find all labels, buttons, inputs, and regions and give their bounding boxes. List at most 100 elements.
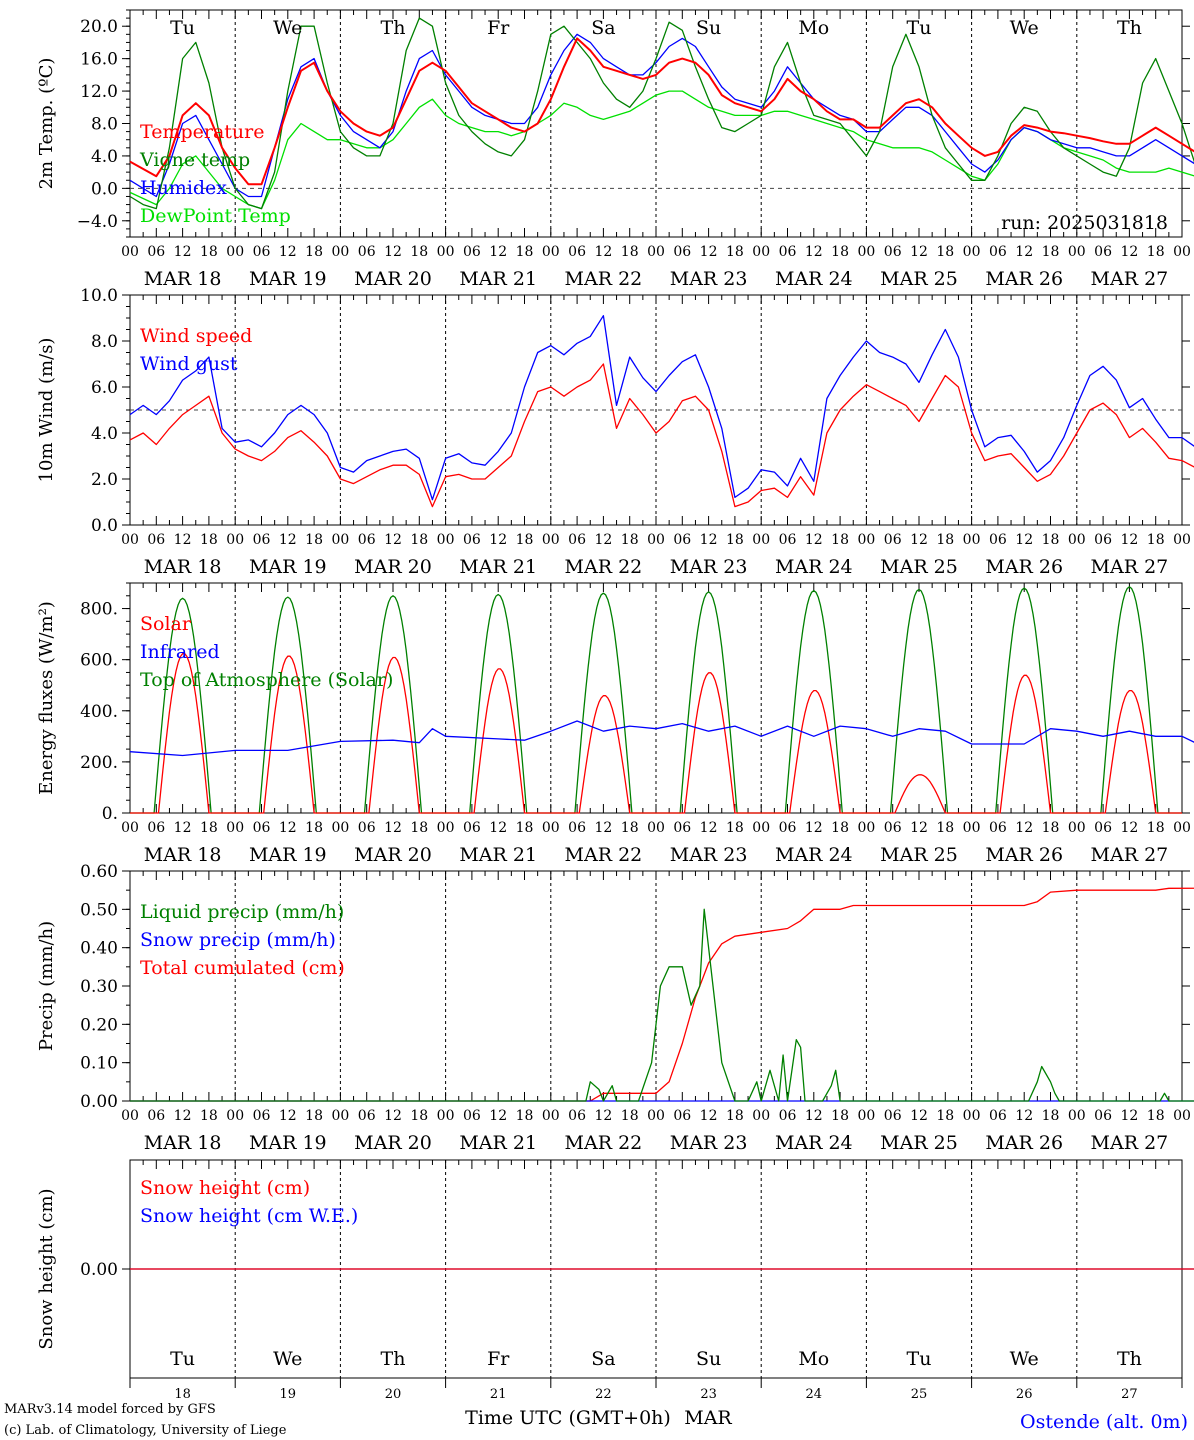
hour-label: 18 xyxy=(831,820,849,836)
series-line xyxy=(129,17,1194,210)
legend-entry: Total cumulated (cm) xyxy=(140,957,345,979)
hour-label: 18 xyxy=(200,1108,218,1124)
solar-line xyxy=(971,674,1077,814)
hour-label: 00 xyxy=(857,532,875,548)
hour-label: 06 xyxy=(147,1108,165,1124)
date-label: MAR 23 xyxy=(670,556,748,578)
month-label: MAR xyxy=(684,1407,732,1429)
day-number: 23 xyxy=(700,1387,717,1402)
hour-label: 18 xyxy=(726,820,744,836)
hour-label: 12 xyxy=(910,1108,928,1124)
solar-line xyxy=(130,653,236,814)
hour-label: 18 xyxy=(1147,244,1165,260)
hour-label: 18 xyxy=(410,244,428,260)
infrared-line xyxy=(129,720,1194,757)
toa-solar-line xyxy=(1076,586,1182,814)
date-label: MAR 24 xyxy=(775,844,853,866)
hour-label: 06 xyxy=(779,820,797,836)
hour-label: 00 xyxy=(331,1108,349,1124)
weekday-label-bottom: Su xyxy=(696,1348,721,1370)
date-label: MAR 21 xyxy=(459,268,537,290)
hour-label: 00 xyxy=(752,532,770,548)
hour-label: 00 xyxy=(542,244,560,260)
hour-label: 18 xyxy=(936,244,954,260)
y-axis-label: Precip (mm/h) xyxy=(36,921,57,1051)
solar-line xyxy=(656,672,762,814)
weekday-label-top: Th xyxy=(381,17,406,39)
legend-entry: Wind speed xyxy=(140,325,252,347)
hour-label: 18 xyxy=(1042,244,1060,260)
toa-solar-line xyxy=(235,596,341,814)
hour-label: 12 xyxy=(174,820,192,836)
hour-label: 18 xyxy=(621,532,639,548)
hour-label: 00 xyxy=(437,1108,455,1124)
date-label: MAR 27 xyxy=(1091,1132,1169,1154)
hour-label: 06 xyxy=(1094,244,1112,260)
hour-label: 06 xyxy=(673,244,691,260)
hour-label: 12 xyxy=(1120,244,1138,260)
solar-line xyxy=(235,655,341,814)
hour-label: 18 xyxy=(305,532,323,548)
date-label: MAR 18 xyxy=(144,1132,222,1154)
hour-label: 18 xyxy=(1042,1108,1060,1124)
solar-line xyxy=(550,695,656,814)
hour-label: 12 xyxy=(910,244,928,260)
date-label: MAR 24 xyxy=(775,1132,853,1154)
weekday-label-top: We xyxy=(1010,17,1039,39)
toa-solar-line xyxy=(550,592,656,814)
hour-label: 12 xyxy=(279,532,297,548)
hour-label: 12 xyxy=(805,244,823,260)
hour-label: 00 xyxy=(647,244,665,260)
hour-label: 06 xyxy=(989,532,1007,548)
panel-2: 0.0 2.0 4.0 6.0 8.0 10.0 10m Wind (m/s) Wind sp… xyxy=(36,286,1194,578)
hour-label: 18 xyxy=(410,532,428,548)
hour-label: 00 xyxy=(437,820,455,836)
legend-entry: Infrared xyxy=(140,641,220,663)
date-label: MAR 26 xyxy=(985,268,1063,290)
y-tick-label: 0.10 xyxy=(80,1054,118,1074)
hour-label: 00 xyxy=(331,820,349,836)
y-tick-label: 200. xyxy=(80,753,118,773)
hour-label: 18 xyxy=(305,244,323,260)
hour-label: 06 xyxy=(884,532,902,548)
hour-label: 00 xyxy=(647,820,665,836)
y-tick-label: 600. xyxy=(80,651,118,671)
hour-label: 18 xyxy=(410,820,428,836)
hour-label: 06 xyxy=(673,1108,691,1124)
hour-label: 18 xyxy=(1042,820,1060,836)
y-tick-label: 0. xyxy=(102,804,118,824)
weekday-label-top: Fr xyxy=(487,17,510,39)
hour-label: 00 xyxy=(121,820,139,836)
day-number: 22 xyxy=(595,1387,612,1402)
hour-label: 06 xyxy=(147,820,165,836)
solar-line xyxy=(340,656,446,814)
hour-label: 06 xyxy=(1094,820,1112,836)
hour-label: 00 xyxy=(121,1108,139,1124)
y-tick-label: 400. xyxy=(80,702,118,722)
day-number: 19 xyxy=(280,1387,297,1402)
hour-label: 06 xyxy=(884,820,902,836)
day-number: 27 xyxy=(1121,1387,1138,1402)
series-line xyxy=(129,315,1194,501)
hour-label: 12 xyxy=(489,820,507,836)
date-label: MAR 26 xyxy=(985,556,1063,578)
date-label: MAR 18 xyxy=(144,556,222,578)
weekday-label-top: Su xyxy=(696,17,721,39)
hour-label: 06 xyxy=(989,244,1007,260)
hour-label: 18 xyxy=(1147,820,1165,836)
hour-label: 06 xyxy=(989,1108,1007,1124)
date-label: MAR 22 xyxy=(565,1132,643,1154)
y-tick-label: 2.0 xyxy=(91,470,118,490)
y-tick-label: 0.20 xyxy=(80,1015,118,1035)
hour-label: 18 xyxy=(516,1108,534,1124)
y-tick-label: 0.0 xyxy=(91,179,118,199)
hour-label: 06 xyxy=(779,1108,797,1124)
hour-label: 12 xyxy=(910,532,928,548)
date-label: MAR 27 xyxy=(1091,268,1169,290)
hour-label: 12 xyxy=(1120,532,1138,548)
series-line xyxy=(130,908,1194,1102)
y-tick-label: 4.0 xyxy=(91,147,118,167)
hour-label: 12 xyxy=(279,244,297,260)
date-label: MAR 25 xyxy=(880,556,958,578)
hour-label: 12 xyxy=(1120,1108,1138,1124)
